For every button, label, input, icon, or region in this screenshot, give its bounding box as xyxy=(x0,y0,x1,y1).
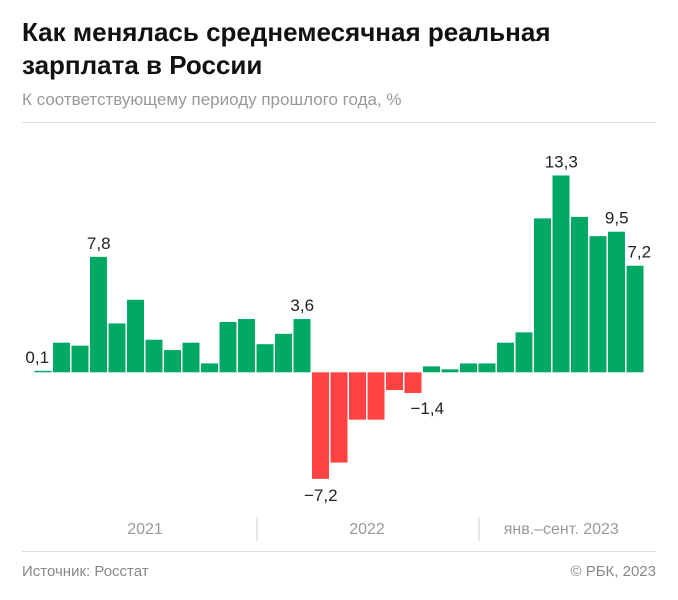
bar xyxy=(330,372,348,463)
x-axis-group-label: янв.–сент. 2023 xyxy=(504,521,619,538)
bar xyxy=(478,363,496,373)
bar xyxy=(238,319,255,373)
bar xyxy=(293,319,311,373)
bar xyxy=(497,342,514,373)
bar xyxy=(219,321,237,373)
bar xyxy=(349,372,366,420)
data-label: −7,2 xyxy=(304,486,338,505)
bar xyxy=(552,175,570,373)
data-label: −1,4 xyxy=(410,399,444,418)
data-label: 0,1 xyxy=(25,348,49,367)
copyright: © РБК, 2023 xyxy=(570,563,656,580)
top-divider xyxy=(22,122,656,123)
bottom-divider xyxy=(22,551,656,552)
bar xyxy=(145,339,163,373)
data-label: 7,8 xyxy=(87,234,111,253)
bar xyxy=(90,256,107,373)
bar xyxy=(256,344,274,373)
bar xyxy=(515,332,533,373)
chart-subtitle: К соответствующему периоду прошлого года… xyxy=(22,90,402,109)
bar xyxy=(275,333,292,373)
bar xyxy=(367,372,385,420)
source-note: Источник: Росстат xyxy=(22,563,149,580)
bar xyxy=(460,363,477,373)
data-label: 3,6 xyxy=(290,296,314,315)
bar xyxy=(312,372,329,479)
bar xyxy=(201,363,218,373)
data-label: 9,5 xyxy=(605,209,629,228)
bar xyxy=(53,342,70,373)
bar xyxy=(534,218,551,373)
bar xyxy=(386,372,403,391)
x-axis-group-label: 2021 xyxy=(127,521,163,538)
bar xyxy=(423,366,440,373)
bar xyxy=(164,350,181,373)
x-axis-group-label: 2022 xyxy=(349,521,385,538)
bar xyxy=(182,342,200,373)
bar xyxy=(608,231,625,373)
bar xyxy=(34,370,52,373)
bar xyxy=(441,369,459,373)
bar xyxy=(71,345,89,373)
bar xyxy=(626,265,644,373)
bar xyxy=(589,236,607,373)
bar xyxy=(571,216,588,373)
data-label: 13,3 xyxy=(545,152,578,171)
chart-title: Как менялась среднемесячная реальная зар… xyxy=(22,17,551,80)
data-label: 7,2 xyxy=(627,243,651,262)
bar xyxy=(404,372,422,394)
bar xyxy=(127,299,144,373)
bar xyxy=(108,323,126,373)
